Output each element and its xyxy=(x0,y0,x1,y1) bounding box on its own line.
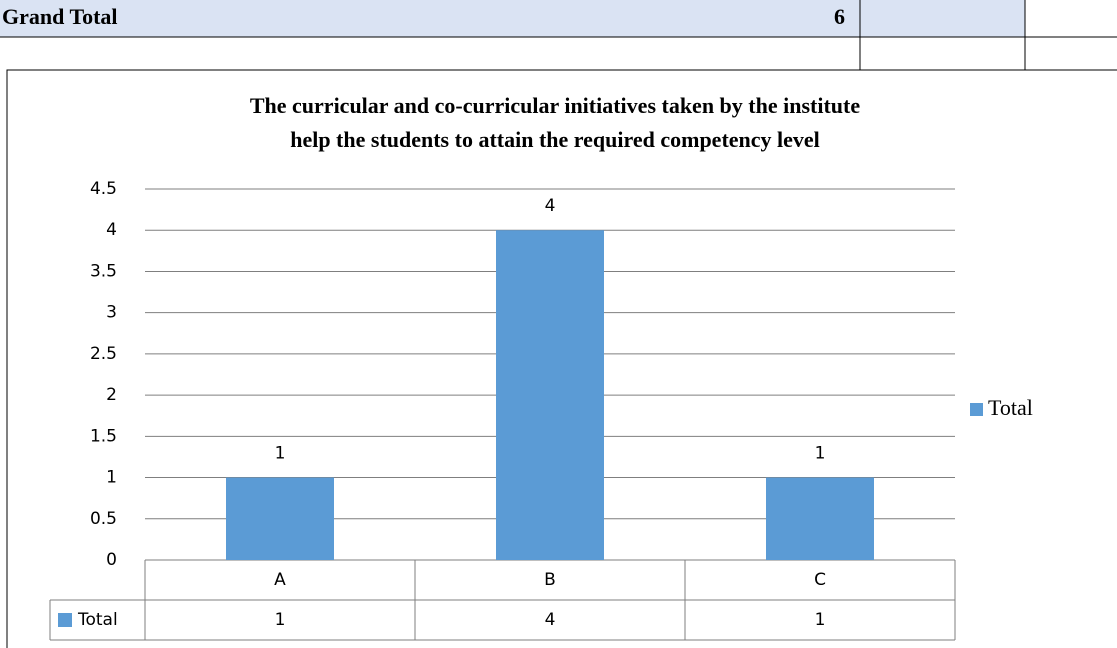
bar xyxy=(226,477,334,560)
y-tick-label: 0 xyxy=(106,550,117,570)
y-tick-label: 1 xyxy=(106,468,117,488)
grand-total-value: 6 xyxy=(834,4,845,29)
data-label: 1 xyxy=(275,444,286,464)
x-tick-label: A xyxy=(274,570,286,590)
table-series-name: Total xyxy=(77,610,118,630)
y-tick-label: 0.5 xyxy=(90,509,117,529)
table-legend-key xyxy=(58,613,72,627)
table-value: 1 xyxy=(275,610,286,630)
y-tick-label: 4.5 xyxy=(90,179,117,199)
chart-title: The curricular and co-curricular initiat… xyxy=(250,93,860,118)
legend-label: Total xyxy=(988,395,1033,420)
y-tick-label: 2.5 xyxy=(90,344,117,364)
y-tick-label: 3 xyxy=(106,303,117,323)
y-tick-label: 1.5 xyxy=(90,426,117,446)
legend-key xyxy=(970,403,983,416)
data-label: 1 xyxy=(815,444,826,464)
bar xyxy=(496,230,604,560)
x-tick-label: B xyxy=(544,570,556,590)
table-value: 4 xyxy=(545,610,556,630)
y-tick-label: 3.5 xyxy=(90,261,117,281)
data-label: 4 xyxy=(545,196,556,216)
table-value: 1 xyxy=(815,610,826,630)
chart-title: help the students to attain the required… xyxy=(290,127,820,152)
y-tick-label: 4 xyxy=(106,220,117,240)
header-strip xyxy=(0,0,1025,37)
x-tick-label: C xyxy=(814,570,826,590)
grand-total-label: Grand Total xyxy=(2,4,118,29)
bar xyxy=(766,477,874,560)
y-tick-label: 2 xyxy=(106,385,117,405)
